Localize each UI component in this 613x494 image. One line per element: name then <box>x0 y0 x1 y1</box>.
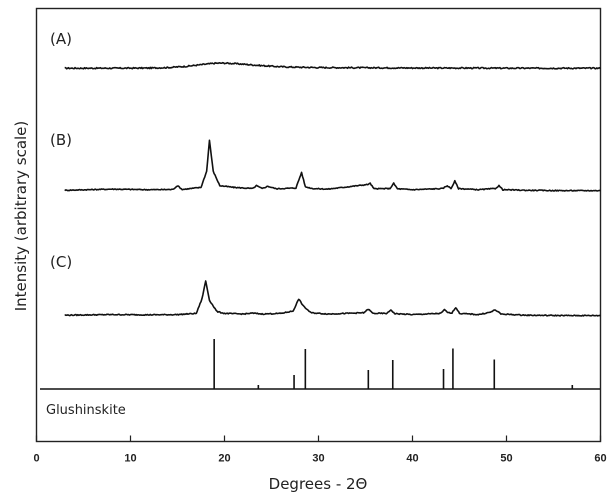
x-axis-ticks <box>35 435 602 442</box>
series-label-a: (A) <box>50 30 72 48</box>
x-tick-label-10: 10 <box>124 453 136 465</box>
x-tick-label-30: 30 <box>312 453 324 465</box>
series-labels: (A) (B) (C) <box>50 30 72 271</box>
series-line-b <box>64 139 601 192</box>
series-label-c: (C) <box>50 253 72 271</box>
x-tick-label-40: 40 <box>406 453 418 465</box>
series-label-b: (B) <box>50 131 72 149</box>
plot-frame <box>35 7 602 443</box>
series-line-a <box>64 61 602 70</box>
series-line-c <box>64 280 601 317</box>
x-tick-label-20: 20 <box>218 453 230 465</box>
reference-pattern <box>40 339 600 390</box>
y-axis-title: Intensity (arbitrary scale) <box>12 121 30 312</box>
x-axis-tick-labels: 0 10 20 30 40 50 60 <box>33 453 606 465</box>
x-axis-title: Degrees - 2Θ <box>269 475 368 493</box>
reference-label: Glushinskite <box>46 403 126 418</box>
x-tick-label-0: 0 <box>33 453 39 465</box>
series-lines <box>64 61 602 317</box>
x-tick-label-50: 50 <box>500 453 512 465</box>
x-tick-label-60: 60 <box>594 453 606 465</box>
